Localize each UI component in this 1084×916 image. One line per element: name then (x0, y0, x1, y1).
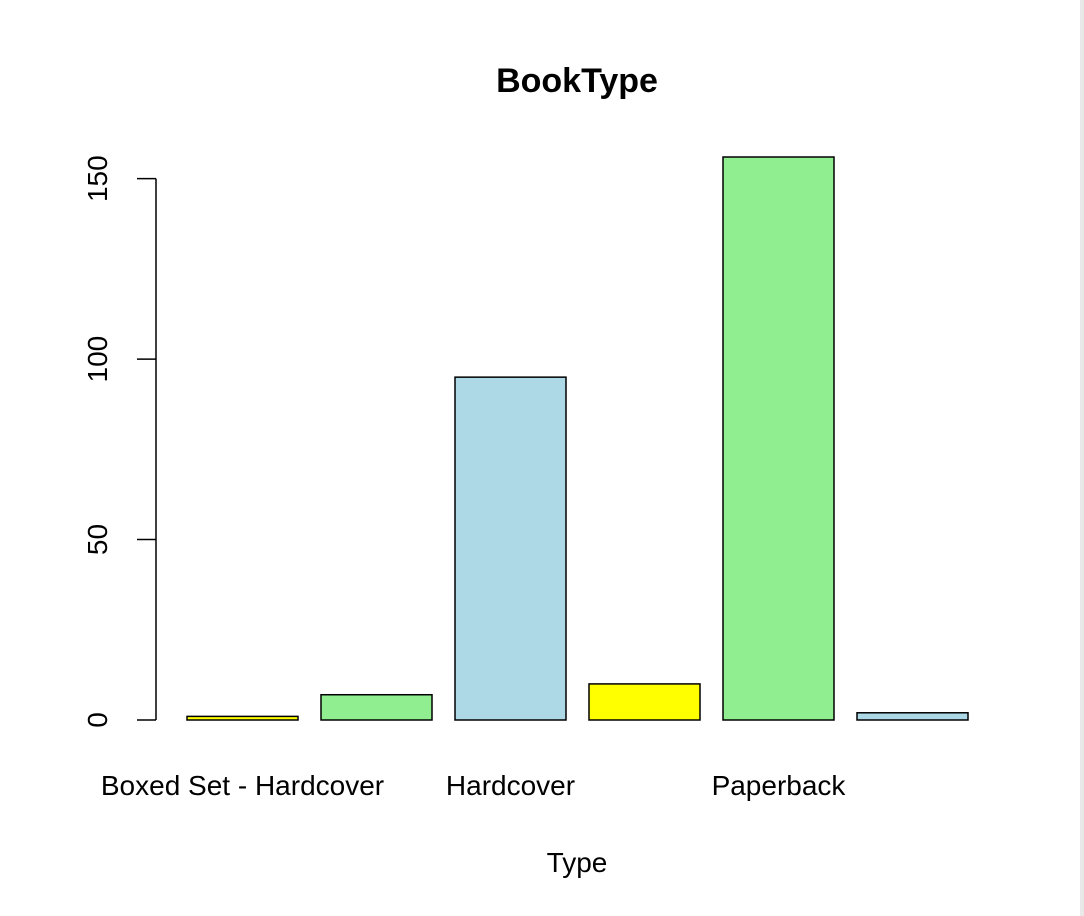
y-tick-label: 0 (82, 712, 113, 728)
bar (722, 156, 835, 721)
y-tick-label: 150 (82, 155, 113, 202)
bar (856, 712, 969, 721)
x-axis-label: Type (547, 847, 608, 878)
bar (454, 376, 567, 721)
bars (186, 156, 969, 721)
chart-title: BookType (496, 62, 658, 100)
x-tick-label: Boxed Set - Hardcover (101, 770, 384, 801)
bar (320, 693, 433, 721)
y-tick-label: 50 (82, 524, 113, 555)
y-axis: 0 50 100 150 (82, 155, 157, 728)
x-tick-labels: Boxed Set - Hardcover Hardcover Paperback (101, 770, 847, 801)
x-tick-label: Paperback (712, 770, 847, 801)
bar (186, 715, 299, 721)
x-tick-label: Hardcover (446, 770, 575, 801)
y-tick-label: 100 (82, 336, 113, 383)
window-edge (1080, 0, 1084, 916)
bar (588, 683, 701, 721)
